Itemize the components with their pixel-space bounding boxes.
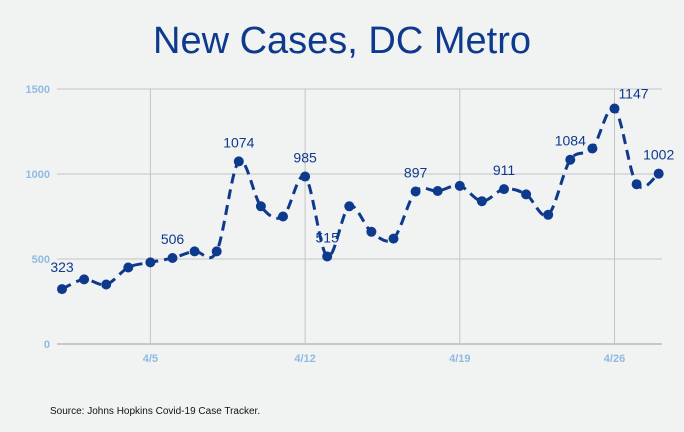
data-point	[167, 252, 178, 263]
chart-title: New Cases, DC Metro	[153, 20, 531, 62]
data-point	[233, 156, 244, 167]
data-point	[57, 284, 67, 295]
y-tick-label: 500	[32, 254, 50, 266]
data-label: 1074	[223, 134, 254, 150]
data-label: 506	[161, 231, 185, 247]
data-point	[101, 279, 112, 290]
data-point	[366, 226, 377, 237]
data-point	[499, 184, 509, 195]
data-point	[454, 180, 465, 191]
data-label: 911	[493, 162, 516, 178]
data-point	[123, 262, 134, 273]
data-label: 323	[50, 259, 74, 275]
data-label: 1084	[555, 133, 586, 149]
data-label: 515	[316, 229, 340, 245]
y-tick-label: 0	[44, 339, 50, 351]
data-point	[653, 168, 664, 179]
x-tick-label: 4/12	[294, 353, 315, 365]
y-tick-label: 1500	[26, 84, 50, 96]
data-point	[211, 246, 222, 257]
data-point	[255, 201, 266, 212]
data-label: 1002	[643, 147, 674, 163]
data-point	[189, 246, 200, 257]
data-point	[79, 274, 90, 285]
data-point	[388, 233, 399, 244]
x-tick-label: 4/26	[604, 353, 625, 365]
chart-source-note: Source: Johns Hopkins Covid-19 Case Trac…	[50, 406, 261, 417]
x-tick-label: 4/5	[143, 353, 158, 365]
data-point	[565, 154, 576, 165]
y-tick-label: 1000	[26, 169, 50, 181]
data-point	[631, 179, 642, 190]
x-tick-label: 4/19	[449, 353, 470, 365]
data-label: 1147	[618, 86, 648, 102]
data-point	[521, 189, 532, 200]
series-line	[61, 106, 660, 291]
data-point	[344, 201, 355, 212]
data-point	[476, 196, 487, 207]
data-point	[587, 143, 598, 154]
data-point	[300, 171, 311, 182]
data-point	[609, 103, 620, 114]
data-label: 985	[293, 150, 317, 166]
data-point	[432, 186, 443, 196]
data-point	[322, 251, 333, 262]
data-point	[278, 211, 288, 222]
data-point	[410, 186, 421, 197]
data-point	[543, 209, 554, 220]
data-label: 897	[404, 165, 428, 181]
data-point	[145, 257, 156, 268]
